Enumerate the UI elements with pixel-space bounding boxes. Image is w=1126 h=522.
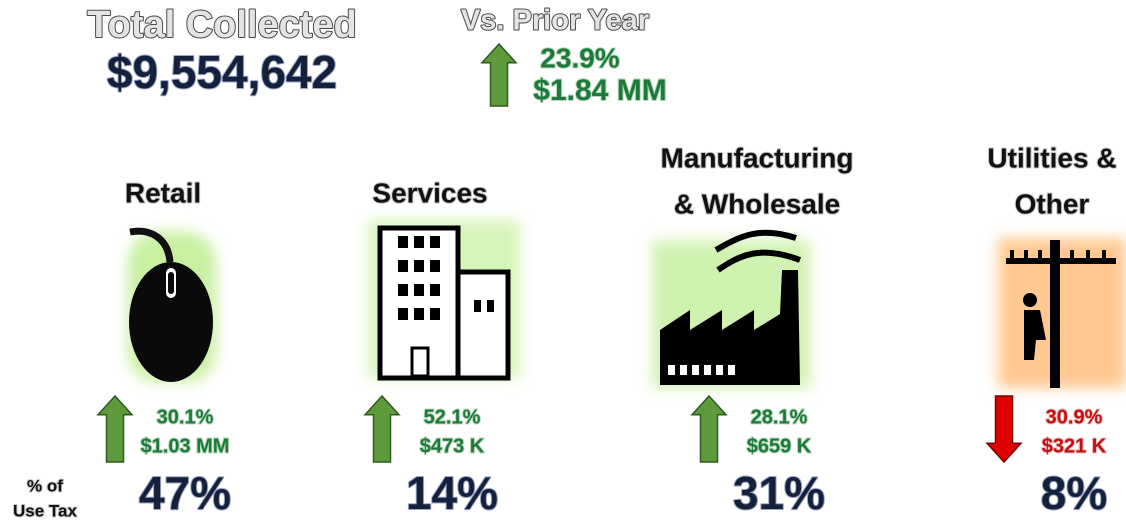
- sector-name: & Wholesale: [674, 188, 840, 219]
- prior-amount: $1.84 MM: [533, 74, 666, 107]
- pct-change: 30.9%: [1046, 406, 1103, 428]
- share: 14%: [406, 467, 498, 519]
- retail-icon: [128, 227, 216, 382]
- pct-change: 52.1%: [424, 406, 481, 428]
- trend-arrow: [96, 394, 134, 463]
- amount-change: $473 K: [420, 435, 485, 457]
- amount-change: $1.03 MM: [141, 435, 230, 457]
- trend-arrow: [363, 394, 401, 463]
- trend-arrow: [985, 395, 1023, 464]
- share-label: % of: [27, 476, 63, 495]
- trend-arrow: [480, 42, 518, 107]
- amount-change: $659 K: [747, 435, 812, 457]
- prior-pct: 23.9%: [540, 42, 619, 73]
- total-value: $9,554,642: [107, 46, 337, 98]
- total-label: Total Collected: [87, 4, 357, 46]
- services-icon: [368, 220, 520, 381]
- sector-name: Other: [1015, 188, 1090, 219]
- share: 47%: [139, 467, 231, 519]
- pct-change: 30.1%: [157, 406, 214, 428]
- share: 31%: [733, 467, 825, 519]
- prior-label: Vs. Prior Year: [461, 5, 649, 37]
- share: 8%: [1041, 467, 1107, 519]
- sector-name: Services: [372, 177, 487, 208]
- trend-arrow: [690, 394, 728, 463]
- sector-name: Retail: [125, 177, 201, 208]
- sector-name: Utilities &: [987, 142, 1116, 173]
- sector-name: Manufacturing: [661, 142, 854, 173]
- factory-icon: [652, 229, 810, 388]
- pct-change: 28.1%: [751, 406, 808, 428]
- utilities-icon: [998, 238, 1126, 388]
- share-label: Use Tax: [13, 501, 77, 520]
- amount-change: $321 K: [1042, 435, 1107, 457]
